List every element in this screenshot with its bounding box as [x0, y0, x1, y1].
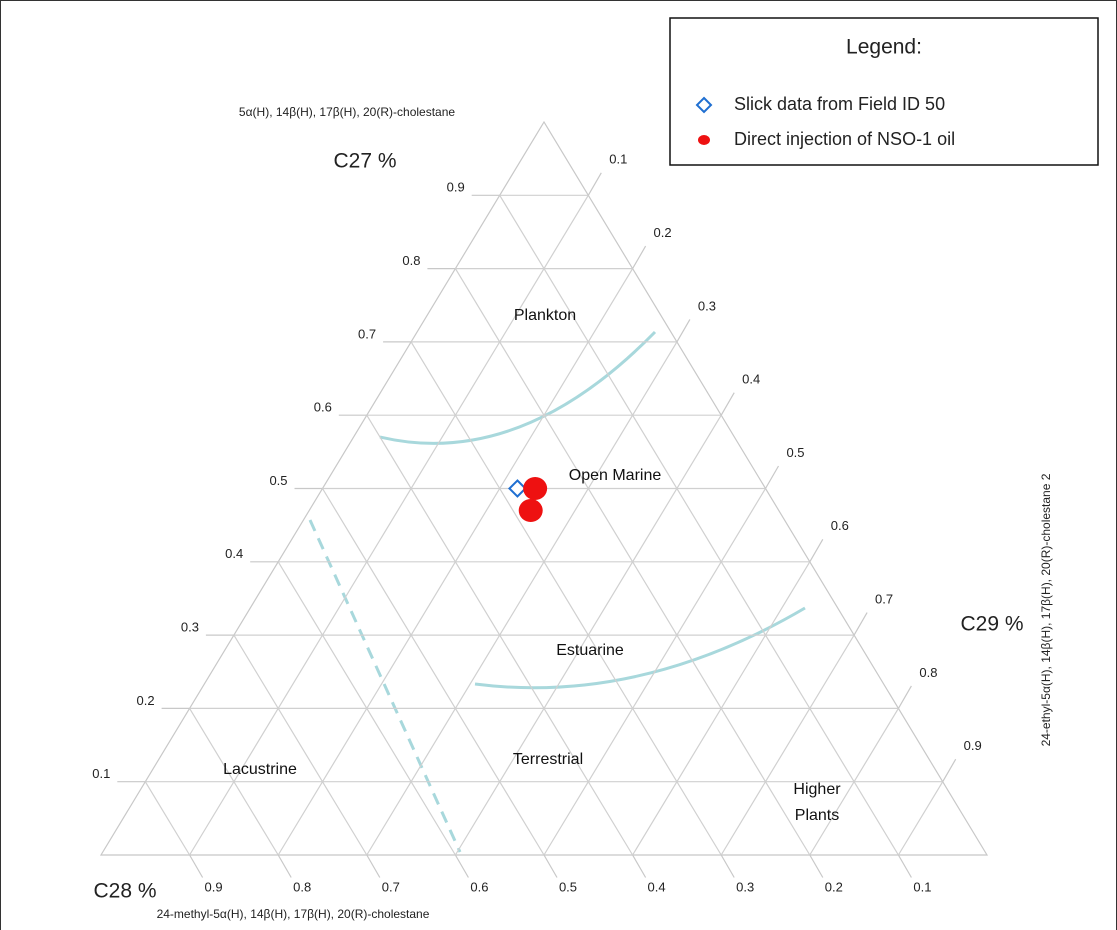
tick-label: 0.6 [470, 879, 488, 894]
legend-marker [695, 96, 713, 114]
grid-line [366, 341, 678, 856]
tick-label: 0.3 [181, 620, 199, 635]
tick-label: 0.8 [919, 665, 937, 680]
grid-line [144, 781, 191, 856]
tick-mark [809, 854, 824, 878]
tick-label: 0.2 [654, 225, 672, 240]
tick-label: 0.5 [786, 445, 804, 460]
legend-label: Direct injection of NSO-1 oil [734, 129, 955, 149]
tick-label: 0.8 [402, 253, 420, 268]
region-label: Lacustrine [223, 761, 297, 778]
tick-label: 0.3 [698, 298, 716, 313]
legend-marker [698, 135, 710, 145]
axis-name: 24-ethyl-5α(H), 14β(H), 17β(H), 20(R)-ch… [1039, 473, 1053, 746]
axis-name: 5α(H), 14β(H), 17β(H), 20(R)-cholestane [239, 105, 455, 119]
region-label: Higher Plants [793, 781, 841, 824]
tick-mark [189, 854, 204, 878]
grid-line [632, 561, 811, 856]
tick-mark [366, 854, 381, 878]
tick-label: 0.5 [269, 473, 287, 488]
tick-label: 0.6 [831, 518, 849, 533]
tick-label: 0.2 [825, 879, 843, 894]
tick-mark [720, 854, 735, 878]
grid-line [321, 488, 545, 856]
tick-label: 0.7 [382, 879, 400, 894]
data-point [523, 477, 548, 500]
tick-mark [942, 758, 957, 783]
region-label: Plankton [513, 307, 577, 324]
grid-line [809, 708, 899, 856]
axis-title: C28 % [93, 880, 156, 903]
tick-label: 0.4 [742, 372, 760, 387]
tick-mark [897, 685, 912, 709]
tick-label: 0.1 [609, 152, 627, 167]
grid-line [543, 488, 767, 856]
boundary-curve [474, 606, 806, 690]
tick-label: 0.8 [293, 879, 311, 894]
tick-label: 0.1 [913, 879, 931, 894]
tick-label: 0.7 [358, 326, 376, 341]
tick-label: 0.3 [736, 879, 754, 894]
grid-line [454, 414, 722, 856]
tick-mark [764, 465, 780, 489]
axis-name: 24-methyl-5α(H), 14β(H), 17β(H), 20(R)-c… [157, 907, 430, 921]
grid-line [499, 194, 899, 856]
tick-label: 0.7 [875, 592, 893, 607]
region-label: Terrestrial [512, 751, 584, 768]
tick-mark [277, 854, 292, 878]
tick-mark [454, 854, 469, 878]
tick-mark [809, 538, 824, 563]
grid-line [410, 341, 722, 856]
axis-title: C29 % [960, 613, 1023, 636]
region-label: Open Marine [568, 467, 662, 484]
tick-mark [587, 172, 602, 196]
axis-title: C27 % [333, 150, 396, 173]
data-point [508, 479, 527, 498]
tick-label: 0.9 [205, 879, 223, 894]
grid-line [233, 634, 368, 856]
tick-label: 0.9 [447, 180, 465, 195]
grid-line [897, 781, 944, 856]
region-label: Estuarine [556, 642, 624, 659]
tick-mark [676, 319, 691, 343]
tick-mark [897, 854, 912, 878]
tick-label: 0.4 [648, 879, 666, 894]
tick-label: 0.1 [92, 766, 110, 781]
tick-label: 0.4 [225, 546, 243, 561]
tick-mark [632, 854, 647, 878]
tick-mark [853, 612, 868, 636]
tick-label: 0.2 [137, 693, 155, 708]
data-point [518, 498, 543, 522]
tick-label: 0.5 [559, 879, 577, 894]
legend-label: Slick data from Field ID 50 [734, 94, 945, 114]
tick-mark [720, 392, 735, 416]
boundary-curve [379, 330, 657, 445]
boundary-line [308, 519, 462, 853]
legend-box [669, 17, 1099, 166]
tick-label: 0.9 [964, 738, 982, 753]
grid-line [720, 634, 855, 856]
tick-mark [632, 245, 647, 269]
legend-title: Legend: [846, 36, 922, 59]
tick-mark [543, 854, 558, 878]
tick-label: 0.6 [314, 400, 332, 415]
grid-line [189, 194, 589, 856]
grid-line [277, 268, 634, 856]
